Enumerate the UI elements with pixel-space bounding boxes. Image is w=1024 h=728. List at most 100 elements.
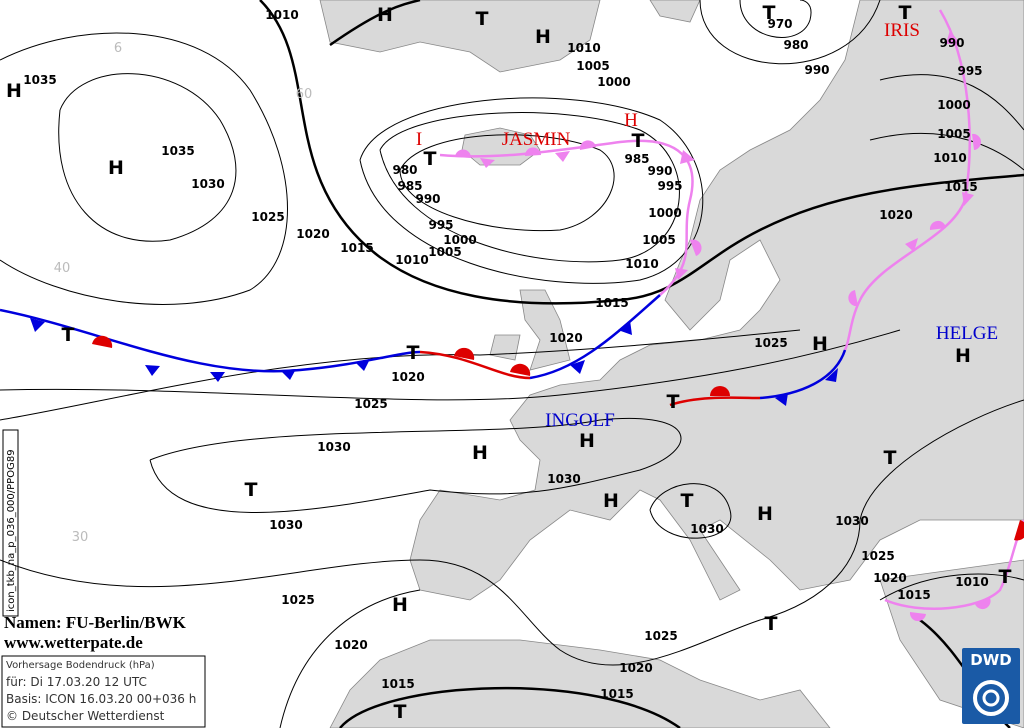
pressure-center: T <box>899 2 912 24</box>
pressure-center: T <box>999 566 1012 588</box>
isobar-label: 1030 <box>191 177 224 191</box>
isobar <box>329 0 421 47</box>
isobar <box>0 399 1024 666</box>
isobar-label: 980 <box>392 163 417 177</box>
occluded-triangle <box>680 150 695 164</box>
pressure-center: T <box>667 391 680 413</box>
isobar-label: 1005 <box>576 59 609 73</box>
isobar <box>869 132 1024 171</box>
cold-triangle <box>355 359 370 371</box>
isobar-label: 1010 <box>625 257 658 271</box>
isobar-label: 1000 <box>937 98 970 112</box>
isobar-label: 980 <box>783 38 808 52</box>
model-code: icon_tkb_na_p_036_000/PPOG89 <box>6 449 17 612</box>
isobar-label: 970 <box>767 17 792 31</box>
isobar-label: 1000 <box>597 75 630 89</box>
isobar <box>739 0 812 38</box>
info-lines: Vorhersage Bodendruck (hPa) für: Di 17.03… <box>6 660 196 723</box>
isobar-label: 1035 <box>161 144 194 158</box>
cold-front <box>529 294 661 380</box>
cold-triangle <box>825 368 838 382</box>
dwd-logo-swirl <box>982 689 1000 707</box>
isobar-label: 1015 <box>944 180 977 194</box>
isobar-label: 1020 <box>296 227 329 241</box>
isobar-label: 1030 <box>547 472 580 486</box>
isobar-label: 1030 <box>317 440 350 454</box>
isobar-label: 1030 <box>835 514 868 528</box>
isobar <box>0 329 901 401</box>
cold-triangle <box>618 320 632 335</box>
isobar-label: 1030 <box>690 522 723 536</box>
isobar-label: 990 <box>939 36 964 50</box>
front-symbols <box>92 335 1024 541</box>
system-name: H <box>624 110 638 131</box>
labels: 1010103510351030102510201015101010051000… <box>6 2 1011 723</box>
info-line: für: Di 17.03.20 12 UTC <box>6 675 147 689</box>
occluded-triangle <box>675 268 688 280</box>
occluded-triangle <box>946 30 960 44</box>
system-name: IRIS <box>884 20 920 41</box>
isobar-label: 1025 <box>251 210 284 224</box>
warm-semicircle <box>454 347 475 360</box>
isobar-label: 990 <box>647 164 672 178</box>
pressure-center: T <box>407 342 420 364</box>
warm-semicircle <box>710 386 730 396</box>
isobar-label: 1005 <box>937 127 970 141</box>
pressure-center: T <box>681 490 694 512</box>
occluded-semicircle <box>690 239 702 256</box>
isobar <box>359 97 704 284</box>
occluded-triangle <box>962 192 974 206</box>
cold-front <box>0 308 421 373</box>
isobar-label: 1015 <box>340 241 373 255</box>
isobar-label: 1025 <box>644 629 677 643</box>
greenland <box>319 0 601 73</box>
isobar-label: 995 <box>957 64 982 78</box>
occluded-triangle <box>480 158 495 168</box>
isobar <box>649 483 732 539</box>
pressure-center: H <box>6 80 22 102</box>
model-code-box <box>2 429 19 617</box>
isobar-label: 995 <box>657 179 682 193</box>
front-symbols <box>30 318 838 406</box>
isobar-label: 1005 <box>428 245 461 259</box>
warm-semicircle <box>92 335 113 348</box>
pressure-center: T <box>763 2 776 24</box>
warm-front <box>669 396 761 407</box>
info-line: © Deutscher Wetterdienst <box>6 709 165 723</box>
graticule-label: 60 <box>296 87 313 102</box>
occluded-front <box>439 139 694 296</box>
system-name: INGOLF <box>545 410 615 431</box>
isobar-label: 1020 <box>334 638 367 652</box>
isobar <box>0 32 288 305</box>
occluded-semicircle <box>848 290 858 307</box>
isobar-label: 995 <box>428 218 453 232</box>
occluded-front <box>884 519 1024 610</box>
isobar-label: 1020 <box>879 208 912 222</box>
isobar-label: 1020 <box>873 571 906 585</box>
isobar-label: 1035 <box>23 73 56 87</box>
system-name: JASMIN <box>502 129 571 150</box>
pressure-center: H <box>579 430 595 452</box>
credit-website: www.wetterpate.de <box>4 633 143 652</box>
pressure-center: H <box>377 4 393 26</box>
occluded-semicircle <box>579 140 596 150</box>
isobar-label: 1020 <box>549 331 582 345</box>
dwd-logo-text: DWD <box>970 651 1011 669</box>
isobar-label: 1015 <box>595 296 628 310</box>
isobar <box>279 589 421 728</box>
graticule-label: 6 <box>114 41 122 56</box>
info-line: Basis: ICON 16.03.20 00+036 h <box>6 692 196 706</box>
isobar-label: 1015 <box>897 588 930 602</box>
credit-names: Namen: FU-Berlin/BWK <box>4 613 187 632</box>
isobar <box>339 687 681 728</box>
cold-front <box>759 349 847 400</box>
isobar-label: 985 <box>397 179 422 193</box>
isobar-label: 1015 <box>600 687 633 701</box>
occluded-triangle <box>555 151 570 162</box>
occluded-triangle <box>905 238 918 252</box>
isobar <box>879 573 1024 601</box>
pressure-center: H <box>108 157 124 179</box>
pressure-center: H <box>392 594 408 616</box>
pressure-center: H <box>603 490 619 512</box>
